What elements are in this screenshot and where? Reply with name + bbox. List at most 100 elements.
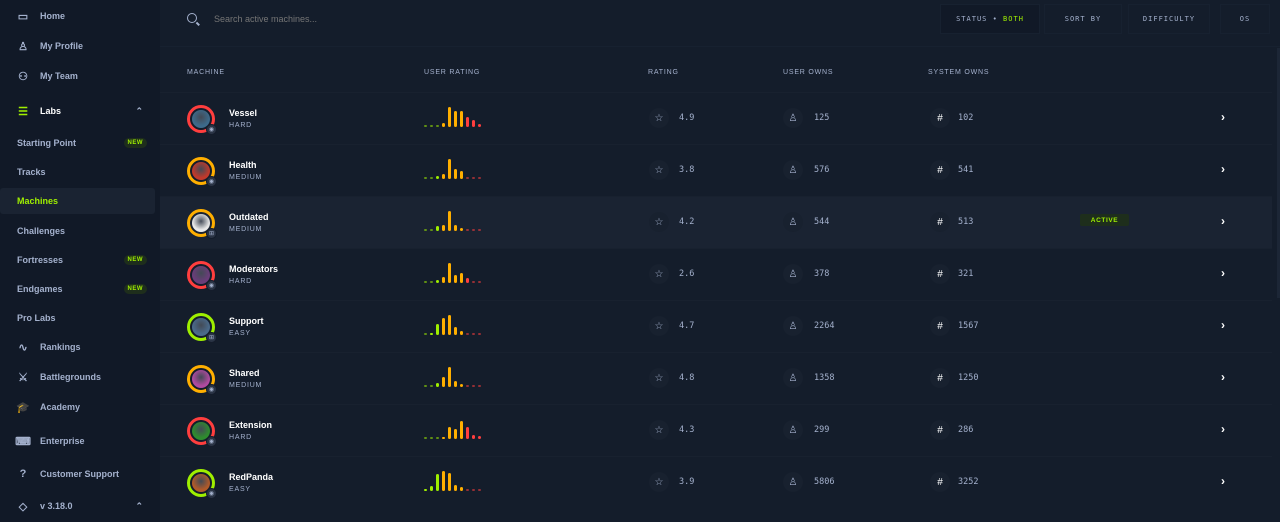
rating-bar [478,489,481,491]
sidebar-item-battlegrounds[interactable]: ⚔ Battlegrounds [0,364,155,390]
search-input[interactable] [214,14,514,24]
table-row[interactable]: ◉ Moderators HARD ☆ 2.6 ♙ 378 # 321 › [160,248,1272,300]
chevron-right-icon[interactable]: › [1221,162,1225,176]
table-row[interactable]: ⊞ Outdated MEDIUM ☆ 4.2 ♙ 544 # 513 ACTIV… [160,196,1272,248]
sidebar-item-label: My Team [40,71,78,81]
rating-bar [454,169,457,179]
rating-bar [460,273,463,283]
machine-name[interactable]: Shared [229,368,260,378]
rating-bar [424,229,427,231]
rating-bar [448,367,451,387]
rating-bar [448,159,451,179]
rating-bar [478,385,481,387]
sidebar-item-academy[interactable]: 🎓 Academy [0,394,155,420]
chevron-right-icon[interactable]: › [1221,318,1225,332]
machine-name[interactable]: RedPanda [229,472,274,482]
machine-name[interactable]: Moderators [229,264,279,274]
sidebar-item-my-profile[interactable]: ♙ My Profile [0,33,155,59]
sidebar-item-my-team[interactable]: ⚇ My Team [0,63,155,89]
chevron-right-icon[interactable]: › [1221,474,1225,488]
chevron-right-icon[interactable]: › [1221,110,1225,124]
rating-bar [442,277,445,283]
sidebar-item-rankings[interactable]: ∿ Rankings [0,334,155,360]
rating-value: 4.2 [679,217,695,227]
machine-name[interactable]: Outdated [229,212,269,222]
star-icon[interactable]: ☆ [649,368,669,388]
sidebar-item-fortresses[interactable]: Fortresses NEW [0,247,155,273]
col-rating[interactable]: RATING [648,69,679,76]
sidebar-item-tracks[interactable]: Tracks [0,159,155,185]
rating-bar [442,123,445,127]
sidebar-item-labs[interactable]: ☰ Labs ⌃ [0,98,155,124]
rating-bar [436,383,439,387]
sidebar-item-label: Academy [40,402,81,412]
col-system-owns[interactable]: SYSTEM OWNS [928,69,990,76]
sidebar-item-endgames[interactable]: Endgames NEW [0,276,155,302]
star-icon[interactable]: ☆ [649,108,669,128]
chevron-up-icon[interactable]: ⌃ [135,500,143,511]
divider [160,46,1280,47]
sidebar-item-enterprise[interactable]: ⌨ Enterprise [0,428,155,454]
chevron-right-icon[interactable]: › [1221,422,1225,436]
new-badge: NEW [123,255,147,265]
sort-by-button[interactable]: SORT BY [1044,4,1122,34]
col-user-rating[interactable]: USER RATING [424,69,481,76]
rating-bar [478,177,481,179]
col-user-owns[interactable]: USER OWNS [783,69,834,76]
machine-difficulty: EASY [229,330,251,337]
sidebar-item-pro-labs[interactable]: Pro Labs [0,305,155,331]
star-icon[interactable]: ☆ [649,264,669,284]
sidebar-item-home[interactable]: ▭ Home [0,3,155,29]
col-machine[interactable]: MACHINE [187,69,225,76]
chevron-right-icon[interactable]: › [1221,266,1225,280]
sidebar-item-challenges[interactable]: Challenges [0,218,155,244]
machine-difficulty: MEDIUM [229,226,263,233]
scrollbar[interactable] [1277,48,1280,298]
table-row[interactable]: ◉ Shared MEDIUM ☆ 4.8 ♙ 1358 # 1250 › [160,352,1272,404]
system-owns-value: 513 [958,217,974,227]
sidebar-item-customer-support[interactable]: ? Customer Support [0,461,155,487]
chevron-right-icon[interactable]: › [1221,214,1225,228]
star-icon[interactable]: ☆ [649,160,669,180]
sidebar-item-machines[interactable]: Machines [0,188,155,214]
user-rating-histogram [424,261,494,283]
rating-bar [442,437,445,439]
chevron-up-icon[interactable]: ⌃ [135,105,143,116]
table-row[interactable]: ⊞ Support EASY ☆ 4.7 ♙ 2264 # 1567 › [160,300,1272,352]
difficulty-filter-button[interactable]: DIFFICULTY [1128,4,1210,34]
rating-bar [436,280,439,283]
star-icon[interactable]: ☆ [649,316,669,336]
os-filter-button[interactable]: OS [1220,4,1270,34]
status-filter-button[interactable]: STATUS • BOTH [940,4,1040,34]
hash-icon: # [930,264,950,284]
sidebar-item-starting-point[interactable]: Starting Point NEW [0,130,155,156]
machine-name[interactable]: Support [229,316,264,326]
rating-bar [478,436,481,439]
machine-name[interactable]: Vessel [229,108,258,118]
rating-bar [436,176,439,179]
chevron-right-icon[interactable]: › [1221,370,1225,384]
sidebar-item-v-3-18-0[interactable]: ◇ v 3.18.0 ⌃ [0,493,155,519]
rating-bar [460,331,463,335]
user-rating-histogram [424,157,494,179]
star-icon[interactable]: ☆ [649,212,669,232]
rating-bar [436,437,439,439]
rating-bar [460,111,463,127]
rating-bar [430,333,433,335]
star-icon[interactable]: ☆ [649,420,669,440]
table-row[interactable]: ◉ Vessel HARD ☆ 4.9 ♙ 125 # 102 › [160,92,1272,144]
rating-bar [448,211,451,231]
hash-icon: # [930,108,950,128]
status-sep: • [992,15,998,23]
machine-name[interactable]: Extension [229,420,273,430]
hash-icon: # [930,420,950,440]
star-icon[interactable]: ☆ [649,472,669,492]
rating-bar [454,485,457,491]
rating-value: 4.8 [679,373,695,383]
machine-name[interactable]: Health [229,160,257,170]
table-row[interactable]: ◉ Health MEDIUM ☆ 3.8 ♙ 576 # 541 › [160,144,1272,196]
table-row[interactable]: ◉ RedPanda EASY ☆ 3.9 ♙ 5806 # 3252 › [160,456,1272,508]
sidebar-item-label: Labs [40,106,62,116]
table-row[interactable]: ◉ Extension HARD ☆ 4.3 ♙ 299 # 286 › [160,404,1272,456]
machine-avatar: ◉ [187,261,217,291]
